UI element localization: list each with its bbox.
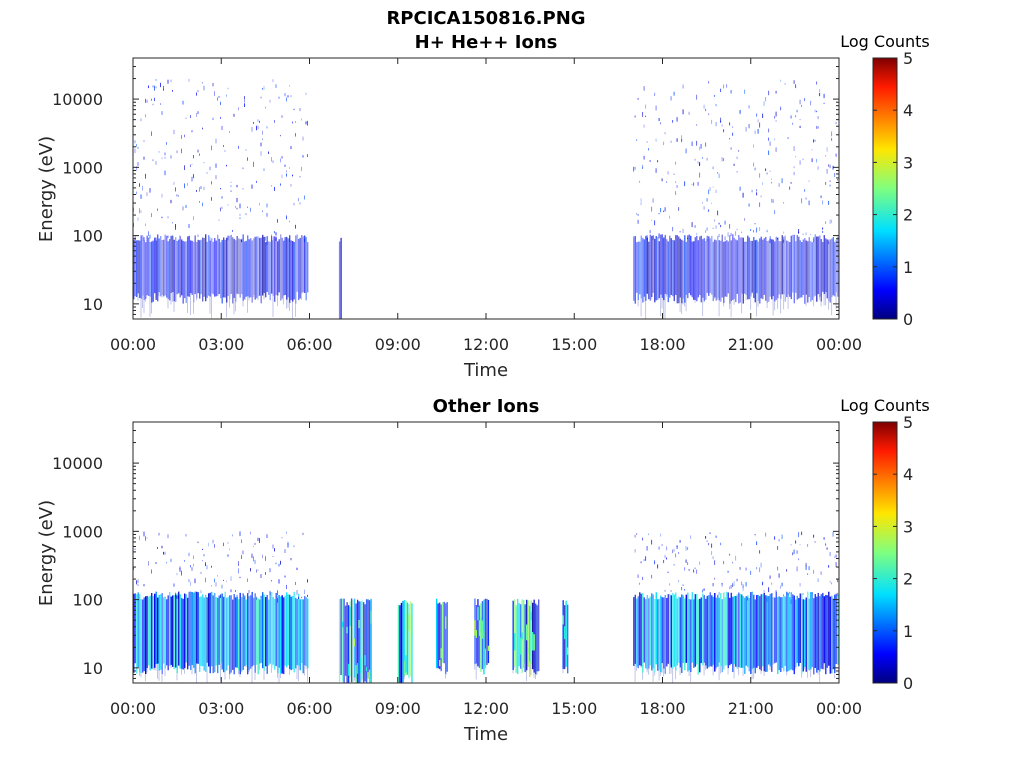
y-axis-label: Energy (eV)	[36, 136, 57, 242]
data-interval	[633, 79, 839, 319]
x-axis-label: Time	[463, 724, 508, 745]
colorbar-tick-label: 0	[903, 674, 913, 693]
colorbar-tick-label: 2	[903, 206, 913, 225]
data-interval	[397, 599, 413, 683]
x-tick-label: 00:00	[816, 699, 862, 718]
axis-ticks: 00:00 03:00 06:00 09:00 12:00 15:00 18:00 21:00…	[52, 421, 862, 718]
colorbar-label: Log Counts	[840, 32, 930, 51]
data-interval	[338, 598, 372, 683]
panel-title: Other Ions	[433, 396, 540, 417]
data-interval	[633, 531, 839, 683]
x-tick-label: 06:00	[286, 335, 332, 354]
data-interval	[562, 600, 569, 674]
y-tick-label: 10000	[52, 454, 103, 473]
y-tick-label: 100	[72, 227, 103, 246]
data-interval	[512, 598, 540, 681]
panel-title: H+ He++ Ions	[415, 32, 558, 53]
x-tick-label: 00:00	[110, 699, 156, 718]
panel-other-ions: Other Ions 00:00 03:00 06:00 09:00 12:00 15:0…	[36, 396, 930, 745]
spectrogram-data	[133, 531, 839, 683]
figure-title: RPCICA150816.PNG	[386, 8, 585, 29]
colorbar-tick-label: 2	[903, 570, 913, 589]
spectrogram-data	[133, 78, 839, 319]
x-tick-label: 12:00	[463, 335, 509, 354]
colorbar-tick-label: 5	[903, 413, 913, 432]
y-tick-label: 10	[83, 295, 103, 314]
x-tick-label: 21:00	[728, 699, 774, 718]
colorbar-tick-label: 1	[903, 258, 913, 277]
colorbar	[872, 57, 898, 320]
data-interval	[338, 237, 342, 319]
colorbar-label: Log Counts	[840, 396, 930, 415]
y-axis-label: Energy (eV)	[36, 500, 57, 606]
y-tick-label: 100	[72, 591, 103, 610]
x-tick-label: 18:00	[639, 335, 685, 354]
colorbar-tick-label: 3	[903, 153, 913, 172]
data-interval	[474, 598, 490, 680]
x-tick-label: 03:00	[198, 335, 244, 354]
data-interval	[133, 531, 309, 683]
colorbar-tick-label: 0	[903, 310, 913, 329]
x-tick-label: 00:00	[110, 335, 156, 354]
data-interval	[435, 598, 448, 679]
colorbar-tick-label: 1	[903, 622, 913, 641]
colorbar-tick-label: 5	[903, 49, 913, 68]
x-tick-label: 18:00	[639, 699, 685, 718]
x-tick-label: 15:00	[551, 335, 597, 354]
x-tick-label: 03:00	[198, 699, 244, 718]
colorbar	[872, 421, 898, 684]
x-axis-label: Time	[463, 360, 508, 381]
colorbar-tick-label: 4	[903, 465, 913, 484]
panel-h-he-ions: H+ He++ Ions 00:00 03:00 06:00 09:00 12:00 15…	[36, 32, 930, 381]
x-tick-label: 06:00	[286, 699, 332, 718]
y-tick-label: 10000	[52, 90, 103, 109]
x-tick-label: 15:00	[551, 699, 597, 718]
axis-ticks: 00:00 03:00 06:00 09:00 12:00 15:00 18:00 21:00…	[52, 57, 862, 354]
x-tick-label: 12:00	[463, 699, 509, 718]
colorbar-tick-label: 4	[903, 101, 913, 120]
colorbar-tick-label: 3	[903, 517, 913, 536]
colorbar-ticks: 0 1 2 3 4 5	[873, 49, 913, 329]
y-tick-label: 1000	[62, 158, 103, 177]
data-interval	[133, 78, 309, 319]
colorbar-ticks: 0 1 2 3 4 5	[873, 413, 913, 693]
y-tick-label: 10	[83, 659, 103, 678]
x-tick-label: 09:00	[375, 335, 421, 354]
x-tick-label: 09:00	[375, 699, 421, 718]
y-tick-label: 1000	[62, 522, 103, 541]
x-tick-label: 00:00	[816, 335, 862, 354]
x-tick-label: 21:00	[728, 335, 774, 354]
